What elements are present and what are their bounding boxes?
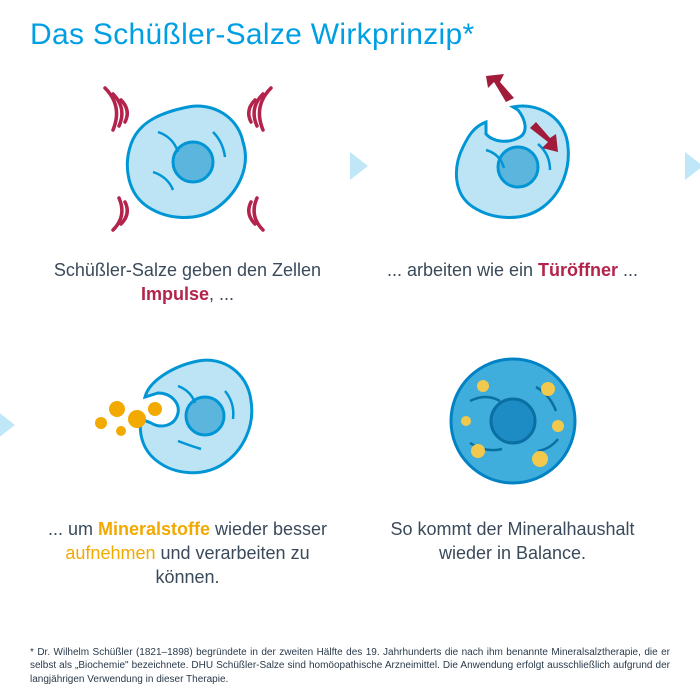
step-4: So kommt der Mineralhaushalt wieder in B… bbox=[370, 331, 655, 590]
cell-impulse-illustration bbox=[83, 72, 293, 252]
step-2-caption: ... arbeiten wie ein Türöffner ... bbox=[387, 252, 638, 322]
chevron-icon bbox=[685, 152, 700, 180]
step-3: ... um Mineralstoffe wieder besser aufne… bbox=[45, 331, 330, 590]
cell-minerals-illustration bbox=[83, 331, 293, 511]
step-2: ... arbeiten wie ein Türöffner ... bbox=[370, 72, 655, 331]
infographic-grid: Schüßler-Salze geben den Zellen Impulse,… bbox=[0, 62, 700, 590]
step-1-caption: Schüßler-Salze geben den Zellen Impulse,… bbox=[45, 252, 330, 322]
cell-balance-illustration bbox=[408, 331, 618, 511]
chevron-icon bbox=[0, 411, 15, 439]
page-title: Das Schüßler-Salze Wirkprinzip* bbox=[0, 0, 700, 62]
chevron-icon bbox=[350, 152, 368, 180]
footnote: * Dr. Wilhelm Schüßler (1821–1898) begrü… bbox=[30, 646, 670, 687]
step-3-caption: ... um Mineralstoffe wieder besser aufne… bbox=[45, 511, 330, 590]
step-1: Schüßler-Salze geben den Zellen Impulse,… bbox=[45, 72, 330, 331]
cell-opener-illustration bbox=[408, 72, 618, 252]
step-4-caption: So kommt der Mineralhaushalt wieder in B… bbox=[370, 511, 655, 581]
